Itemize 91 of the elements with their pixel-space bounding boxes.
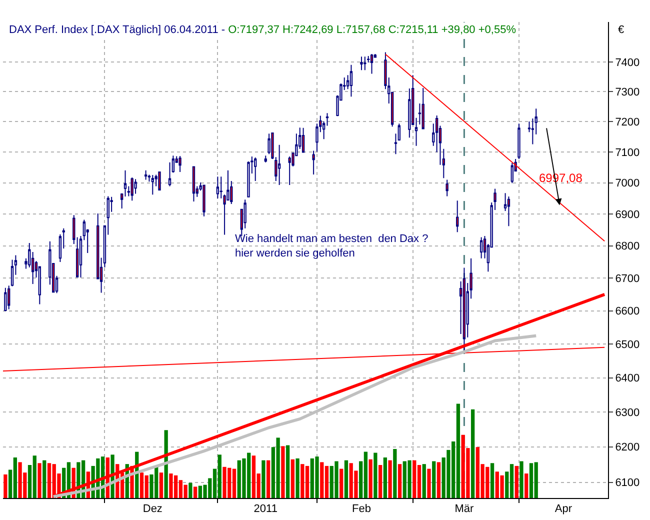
bar: [524, 473, 528, 498]
candlestick: [302, 127, 305, 153]
bar: [296, 458, 300, 498]
candlestick: [288, 156, 291, 186]
candlestick: [326, 112, 329, 126]
candlestick: [72, 214, 76, 244]
candlestick: [216, 176, 220, 199]
x-tick-label: Feb: [352, 503, 371, 516]
y-tick-label: 6400: [615, 372, 640, 385]
candlestick: [422, 87, 424, 130]
x-tick-label: 2011: [254, 503, 278, 516]
bar: [490, 463, 494, 498]
bar: [286, 445, 290, 498]
x-tick-label: Apr: [554, 503, 572, 516]
bar: [422, 464, 426, 498]
bar: [188, 482, 192, 498]
bar: [520, 461, 524, 498]
y-tick-label: 6500: [615, 338, 640, 351]
bar: [368, 459, 372, 498]
y-tick-label: 6700: [615, 272, 640, 285]
candlestick: [254, 156, 257, 182]
candlestick: [312, 150, 315, 175]
bar: [344, 460, 348, 498]
candlestick: [76, 236, 79, 278]
y-tick-label: 6300: [615, 406, 640, 419]
y-tick-label: 7100: [615, 146, 640, 159]
bar: [388, 460, 392, 498]
bar: [159, 472, 164, 498]
candlestick: [442, 148, 445, 179]
candlestick: [151, 174, 154, 196]
bar: [262, 460, 266, 498]
x-tick-label: Dez: [142, 503, 162, 516]
candlestick: [394, 133, 398, 155]
bar: [266, 460, 270, 498]
candlestick: [144, 170, 148, 180]
bar: [38, 463, 42, 498]
bar: [281, 446, 285, 498]
candlestick: [264, 155, 267, 163]
candlestick: [518, 123, 520, 160]
y-tick-label: 6600: [615, 306, 640, 318]
y-tick-label: 7400: [615, 56, 640, 69]
candlestick: [360, 56, 363, 71]
candlestick: [510, 162, 514, 184]
bar: [436, 462, 441, 498]
candlestick: [192, 166, 196, 202]
line-series: [52, 334, 538, 498]
candlestick: [4, 287, 7, 312]
candlestick: [364, 56, 366, 71]
candlestick: [120, 192, 124, 209]
bar: [340, 468, 344, 498]
candlestick: [350, 64, 353, 98]
chart-title: DAX Perf. Index [.DAX Täglich] 06.04.2011 -: [9, 24, 226, 36]
y-tick-label: 6800: [615, 240, 640, 253]
candlestick: [178, 155, 182, 172]
candlestick: [278, 144, 281, 186]
bar: [290, 459, 294, 498]
candlestick: [247, 160, 250, 198]
candlestick: [398, 123, 400, 141]
y-tick-label: 7000: [615, 178, 640, 190]
y-tick-label: 6100: [615, 477, 640, 490]
bar: [378, 465, 382, 498]
bar: [427, 468, 431, 498]
candlestick: [480, 236, 483, 259]
candlestick: [158, 171, 161, 191]
bar: [514, 466, 518, 498]
y-tick-label: 6900: [615, 208, 640, 221]
candlestick: [130, 177, 134, 202]
bar: [383, 457, 387, 498]
candlestick: [446, 179, 448, 197]
bar: [42, 460, 46, 498]
candlestick: [456, 200, 459, 233]
candlestick: [370, 53, 374, 74]
annotation: Wie handelt man am besten den Dax ? hier werden sie geholfen: [235, 233, 428, 260]
candlestick: [268, 133, 270, 155]
bar: [470, 409, 475, 498]
bar: [398, 464, 402, 498]
y-tick-label: 6200: [615, 442, 640, 454]
candlestick: [124, 170, 127, 198]
candlestick: [507, 196, 510, 227]
bar: [374, 452, 378, 498]
x-tick-label: Mär: [454, 503, 474, 516]
candlestick: [414, 117, 418, 146]
candlestick: [202, 184, 206, 217]
y-tick-label: 7300: [615, 86, 640, 98]
bar: [193, 486, 198, 498]
chart-subtitle: O:7197,37 H:7242,69 L:7157,68 C:7215,11 +39,80 +0,55%: [228, 24, 516, 36]
y-axis-title: €: [618, 24, 624, 36]
y-tick-label: 7200: [615, 116, 640, 128]
bar: [432, 461, 436, 498]
bar: [4, 474, 8, 498]
bar: [393, 448, 397, 498]
